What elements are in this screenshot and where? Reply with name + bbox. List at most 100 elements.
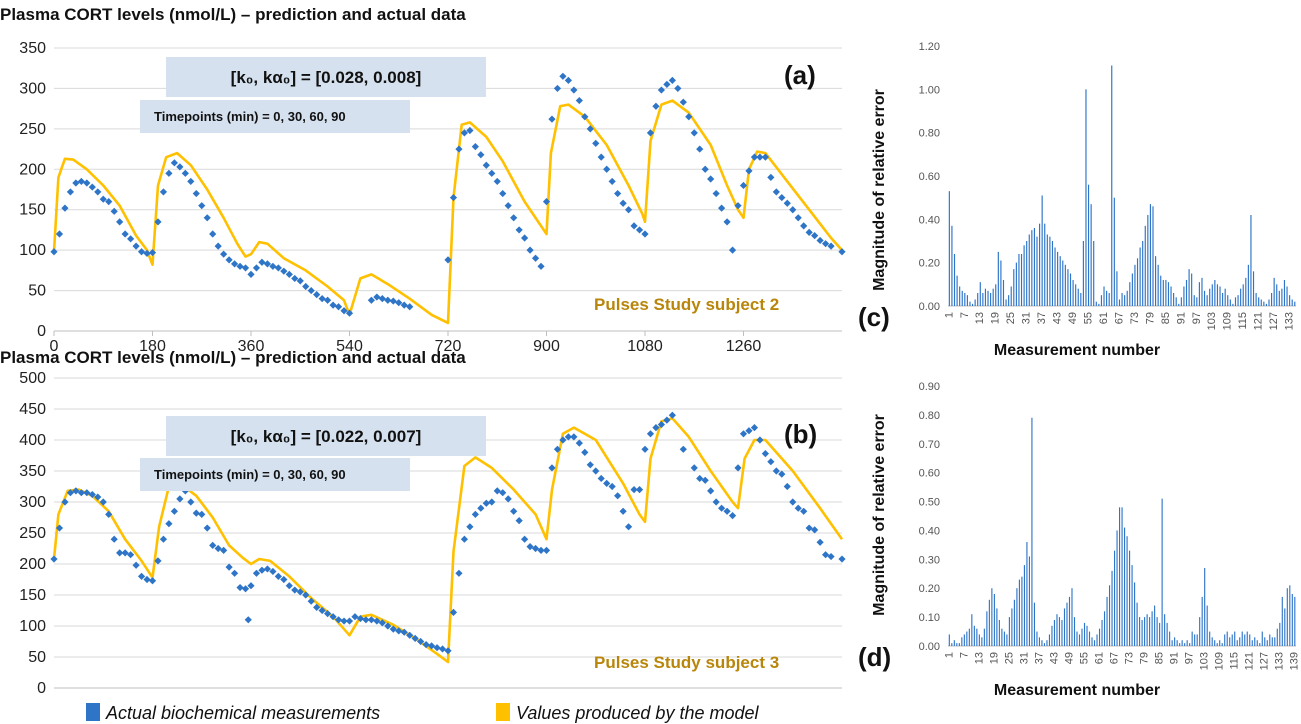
d-x-tick-label: 13 [973, 652, 985, 664]
c-bar [1087, 184, 1090, 306]
c-bar [966, 295, 968, 306]
a-measurement-point [668, 76, 676, 84]
b-measurement-point [170, 507, 178, 515]
c-bar [1201, 277, 1203, 306]
c-bar [1075, 284, 1077, 306]
d-bar [1013, 599, 1015, 646]
c-bar [1059, 256, 1061, 306]
b-measurement-point [471, 510, 479, 518]
d-bar [1028, 556, 1030, 646]
b-measurement-point [137, 572, 146, 580]
a-measurement-point [154, 218, 162, 226]
d-y-tick-label: 0.10 [919, 612, 940, 624]
panel-a-y-ticks: 0 50 100 150 200 250 300 350 [19, 40, 46, 340]
c-bar [1111, 65, 1113, 306]
c-bar [1077, 288, 1079, 306]
b-measurement-point [324, 610, 332, 618]
a-measurement-point [176, 163, 184, 171]
d-bar [1058, 617, 1061, 646]
panel-a-timepoints-box [140, 100, 410, 133]
b-measurement-point [411, 634, 419, 642]
c-y-tick-label: 0.00 [919, 301, 940, 313]
d-bar [1086, 625, 1088, 646]
a-measurement-point [471, 143, 479, 151]
c-y-tick-label: 1.20 [919, 41, 940, 53]
c-bar [1090, 204, 1092, 306]
a-measurement-point [701, 165, 709, 173]
a-measurement-point [209, 230, 217, 238]
panel-b-chart: Plasma CORT levels (nmol/L) – prediction… [0, 348, 846, 697]
c-bar [1276, 284, 1278, 306]
d-x-tick-label: 85 [1154, 652, 1166, 664]
d-bar [1181, 640, 1183, 646]
b-measurement-point [203, 524, 211, 532]
a-measurement-point [181, 169, 189, 177]
b-measurement-point [510, 507, 518, 515]
c-x-tick-label: 85 [1160, 312, 1172, 324]
d-bar [1131, 565, 1133, 646]
a-measurement-point [690, 129, 698, 137]
a-measurement-point [652, 102, 660, 110]
d-bar [1146, 614, 1148, 646]
b-measurement-point [378, 619, 386, 627]
d-bar [958, 643, 960, 646]
c-bar [1185, 280, 1188, 306]
b-measurement-point [449, 608, 458, 616]
a-measurement-point [811, 231, 819, 240]
d-bar [1284, 608, 1286, 646]
a-measurement-point [258, 258, 266, 266]
d-bar [1001, 628, 1003, 646]
b-measurement-point [570, 433, 578, 441]
d-bar [1246, 631, 1248, 646]
a-measurement-point [477, 151, 485, 159]
c-bar [1144, 225, 1146, 306]
b-measurement-point [165, 520, 173, 528]
c-bar [1193, 295, 1195, 306]
a-measurement-point [159, 188, 168, 196]
c-bar [1106, 290, 1108, 306]
a-measurement-point [657, 86, 666, 94]
a-measurement-point [285, 270, 293, 278]
c-bar [1116, 271, 1118, 306]
a-measurement-point [66, 188, 75, 196]
a-measurement-point [143, 249, 151, 257]
d-bar [1088, 631, 1091, 646]
c-bar [1294, 301, 1296, 306]
a-measurement-point [225, 256, 233, 264]
d-bar [1121, 507, 1123, 646]
c-bar [1252, 271, 1255, 306]
a-measurement-point [493, 177, 501, 186]
d-x-tick-label: 19 [988, 652, 1000, 664]
d-bar [1043, 643, 1046, 646]
c-bar [1041, 195, 1043, 306]
c-bar [997, 251, 999, 306]
c-bar [1242, 284, 1244, 306]
panel-c-y-axis-label: Magnitude of relative error [871, 89, 888, 291]
b-y-tick-label: 250 [19, 525, 46, 542]
c-x-tick-label: 19 [990, 312, 1002, 324]
b-measurement-point [329, 613, 337, 621]
d-bar [978, 634, 980, 646]
a-measurement-point [406, 303, 414, 311]
panel-d-label: (d) [858, 642, 891, 672]
a-measurement-point [110, 207, 118, 215]
c-bar [1222, 293, 1224, 306]
a-measurement-point [515, 226, 523, 234]
panel-a-params-text: [k₀, kα₀] = [0.028, 0.008] [231, 68, 422, 87]
b-y-tick-label: 50 [28, 649, 46, 666]
a-measurement-point [570, 86, 578, 94]
c-bar [1136, 258, 1139, 306]
c-y-tick-label: 0.60 [919, 171, 940, 183]
d-bar [983, 628, 985, 646]
b-measurement-point [241, 585, 250, 593]
panel-c-x-ticks: 1 7 13 19 25 31 37 43 49 55 61 67 73 79 85 91 97 103 109 11… [943, 312, 1295, 330]
b-measurement-point [362, 616, 370, 624]
b-measurement-point [230, 569, 239, 577]
c-bar [1170, 286, 1172, 306]
c-x-tick-label: 13 [974, 312, 986, 324]
b-measurement-point [296, 588, 304, 596]
b-measurement-point [187, 498, 195, 506]
b-measurement-point [739, 430, 748, 438]
b-measurement-point [247, 582, 255, 590]
d-bar [1144, 617, 1146, 646]
